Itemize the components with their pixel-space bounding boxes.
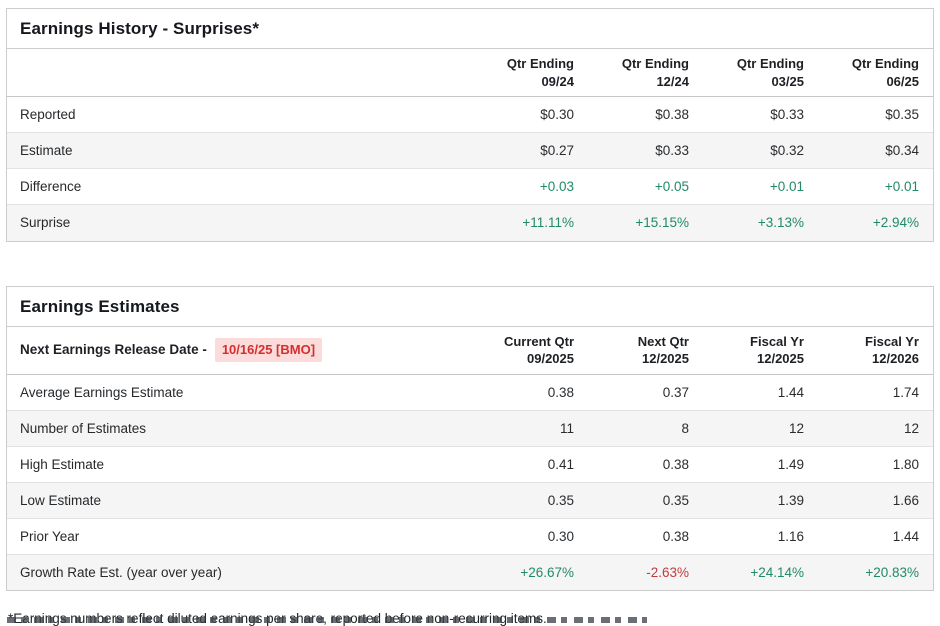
cell-value: 12 (703, 410, 818, 447)
cell-value: $0.35 (818, 96, 933, 134)
column-header-line2: 06/25 (886, 73, 919, 89)
cell-value: +3.13% (757, 215, 804, 231)
column-header: Fiscal Yr 12/2025 (703, 326, 818, 375)
column-header-line2: 03/25 (771, 73, 804, 89)
cell-value: +24.14% (750, 564, 804, 580)
cell-value: 1.39 (703, 482, 818, 519)
cell-value: +11.11% (522, 215, 574, 231)
release-date-badge: 10/16/25 [BMO] (214, 338, 323, 362)
table-row-prior-year: Prior Year 0.30 0.38 1.16 1.44 (7, 518, 933, 555)
table-row-low-estimate: Low Estimate 0.35 0.35 1.39 1.66 (7, 482, 933, 519)
cell-value: 0.30 (473, 518, 588, 555)
cell-value: 1.44 (818, 518, 933, 555)
earnings-estimates-title: Earnings Estimates (7, 287, 933, 327)
column-header: Qtr Ending 03/25 (703, 49, 818, 98)
history-header-empty (7, 49, 473, 98)
column-header-line1: Qtr Ending (851, 56, 919, 71)
cell-value: 1.80 (818, 446, 933, 483)
earnings-history-table: Qtr Ending 09/24 Qtr Ending 12/24 Qtr En… (7, 49, 933, 241)
table-row-difference: Difference +0.03 +0.05 +0.01 +0.01 (7, 168, 933, 206)
row-label: High Estimate (7, 446, 473, 483)
cell-value: 12 (818, 410, 933, 447)
column-header-line2: 12/24 (656, 73, 689, 89)
column-header-line2: 09/24 (541, 73, 574, 89)
column-header-line1: Qtr Ending (736, 56, 804, 71)
column-header: Qtr Ending 09/24 (473, 49, 588, 98)
cell-value: +0.03 (473, 168, 588, 206)
cell-value: $0.34 (818, 132, 933, 170)
column-header-line1: Qtr Ending (506, 56, 574, 71)
column-header: Current Qtr 09/2025 (473, 326, 588, 375)
earnings-history-title: Earnings History - Surprises* (7, 9, 933, 49)
release-date-label: Next Earnings Release Date - (20, 342, 207, 358)
row-label: Surprise (20, 215, 71, 231)
column-header-line2: 12/2026 (872, 351, 919, 367)
row-label: Estimate (7, 132, 473, 170)
column-header-line1: Fiscal Yr (865, 333, 919, 349)
column-header: Fiscal Yr 12/2026 (818, 326, 933, 375)
cell-value: 0.35 (588, 482, 703, 519)
cell-value: $0.27 (473, 132, 588, 170)
cell-value: +2.94% (872, 215, 919, 231)
row-label: Low Estimate (7, 482, 473, 519)
row-label: Prior Year (7, 518, 473, 555)
cell-value: +0.05 (588, 168, 703, 206)
cell-value: $0.30 (473, 96, 588, 134)
column-header-line2: 09/2025 (527, 351, 574, 367)
column-header-line2: 12/2025 (642, 351, 689, 367)
cell-value: 1.49 (703, 446, 818, 483)
cell-value: 1.66 (818, 482, 933, 519)
row-label: Growth Rate Est. (year over year) (20, 564, 222, 580)
column-header-line1: Qtr Ending (621, 56, 689, 71)
cell-value: $0.38 (588, 96, 703, 134)
cell-value: 0.35 (473, 482, 588, 519)
cell-value: 0.38 (588, 446, 703, 483)
table-row-number-of-estimates: Number of Estimates 11 8 12 12 (7, 410, 933, 447)
cell-value: +15.15% (635, 215, 689, 231)
cell-value: -2.63% (646, 564, 689, 580)
cell-value: 1.44 (703, 374, 818, 411)
row-label: Average Earnings Estimate (7, 374, 473, 411)
column-header: Qtr Ending 06/25 (818, 49, 933, 98)
cell-value: $0.33 (588, 132, 703, 170)
next-earnings-release: Next Earnings Release Date - 10/16/25 [B… (7, 326, 473, 375)
earnings-estimates-panel: Earnings Estimates Next Earnings Release… (6, 285, 934, 592)
table-row-estimate: Estimate $0.27 $0.33 $0.32 $0.34 (7, 132, 933, 170)
row-label: Number of Estimates (7, 410, 473, 447)
column-header-line1: Fiscal Yr (750, 333, 804, 349)
earnings-history-panel: Earnings History - Surprises* Qtr Ending… (6, 8, 934, 242)
cell-value: $0.32 (703, 132, 818, 170)
column-header: Next Qtr 12/2025 (588, 326, 703, 375)
cell-value: +0.01 (703, 168, 818, 206)
table-row-reported: Reported $0.30 $0.38 $0.33 $0.35 (7, 96, 933, 134)
cell-value: 0.41 (473, 446, 588, 483)
cell-value: +20.83% (865, 564, 919, 580)
cell-value: +26.67% (520, 564, 574, 580)
table-row-high-estimate: High Estimate 0.41 0.38 1.49 1.80 (7, 446, 933, 483)
estimates-header-row: Next Earnings Release Date - 10/16/25 [B… (7, 326, 933, 375)
cell-value: +0.01 (818, 168, 933, 206)
column-header-line1: Next Qtr (637, 333, 689, 349)
table-row-average-estimate: Average Earnings Estimate 0.38 0.37 1.44… (7, 374, 933, 411)
cell-value: 0.37 (588, 374, 703, 411)
cell-value: 0.38 (473, 374, 588, 411)
cell-value: 1.16 (703, 518, 818, 555)
cell-value: 0.38 (588, 518, 703, 555)
column-header-line2: 12/2025 (757, 351, 804, 367)
history-header-row: Qtr Ending 09/24 Qtr Ending 12/24 Qtr En… (7, 49, 933, 98)
cell-value: 1.74 (818, 374, 933, 411)
cell-value: 11 (473, 410, 588, 447)
table-row-surprise: Surprise +11.11% +15.15% +3.13% +2.94% (7, 204, 933, 241)
row-label: Difference (7, 168, 473, 206)
cell-value: $0.33 (703, 96, 818, 134)
table-row-growth-rate: Growth Rate Est. (year over year) +26.67… (7, 554, 933, 591)
row-label: Reported (7, 96, 473, 134)
earnings-estimates-table: Next Earnings Release Date - 10/16/25 [B… (7, 326, 933, 591)
cell-value: 8 (588, 410, 703, 447)
column-header-line1: Current Qtr (503, 333, 574, 349)
column-header: Qtr Ending 12/24 (588, 49, 703, 98)
clipped-text-remnant (7, 617, 647, 623)
